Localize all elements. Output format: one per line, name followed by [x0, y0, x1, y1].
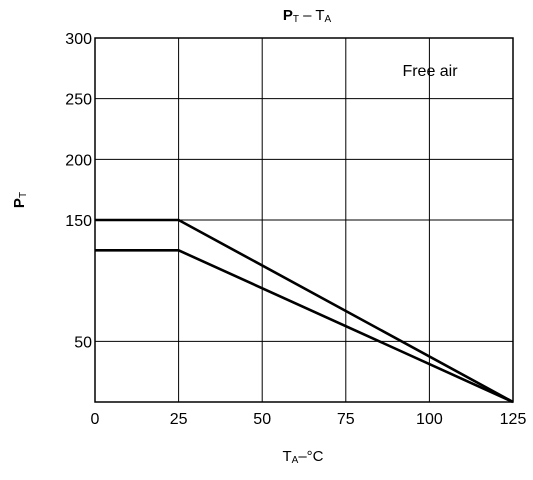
tick-label-layer: 0 25 50 75 100 125 50 150 200 250 300 [65, 31, 526, 428]
title-dash: – [299, 7, 315, 24]
ylabel-main: P [11, 198, 28, 208]
series-layer [95, 218, 514, 404]
title-main: P [283, 7, 293, 24]
y-axis-label: PT [11, 192, 29, 208]
series-line-2 [95, 218, 514, 404]
y-tick-label: 300 [65, 31, 92, 48]
xlabel-main: T [282, 448, 291, 465]
x-tick-label: 100 [416, 411, 443, 428]
series-line-1 [95, 249, 514, 404]
x-tick-label: 25 [170, 411, 188, 428]
xlabel-unit: –°C [298, 448, 323, 465]
xlabel-sub: A [292, 455, 299, 466]
x-tick-label: 50 [253, 411, 271, 428]
title-second-sub: A [325, 14, 332, 25]
y-tick-label: 250 [65, 92, 92, 109]
y-tick-label: 200 [65, 152, 92, 169]
title-second: T [315, 7, 324, 24]
x-tick-label: 75 [337, 411, 355, 428]
free-air-annotation: Free air [402, 63, 458, 80]
ylabel-sub: T [18, 192, 29, 198]
y-tick-label: 50 [74, 334, 92, 351]
title-main-sub: T [293, 14, 299, 25]
y-tick-label: 150 [65, 213, 92, 230]
x-axis-label: TA–°C [282, 448, 323, 466]
plot-frame [94, 37, 514, 403]
x-tick-label: 125 [500, 411, 527, 428]
chart-title: PT – TA [283, 7, 332, 25]
x-tick-label: 0 [91, 411, 100, 428]
